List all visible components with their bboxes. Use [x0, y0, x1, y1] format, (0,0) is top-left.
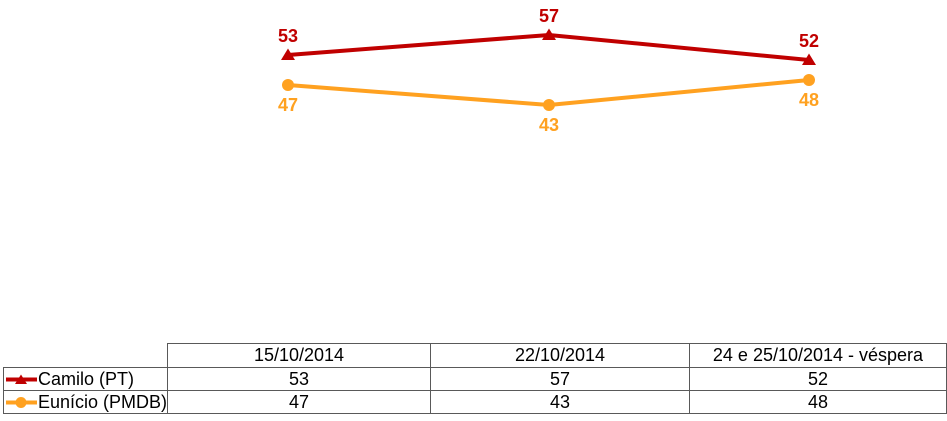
data-label: 52	[799, 31, 819, 51]
table-cell-eunicio-3: 48	[688, 390, 947, 414]
data-label: 57	[539, 6, 559, 26]
triangle-marker-icon	[802, 53, 816, 65]
circle-marker-icon	[803, 74, 815, 86]
triangle-marker-icon	[281, 48, 295, 60]
circle-marker-icon	[282, 79, 294, 91]
table-header-date-2: 22/10/2014	[430, 343, 690, 368]
table-header-row: 15/10/2014 22/10/2014 24 e 25/10/2014 - …	[4, 343, 947, 368]
legend-item-eunicio: Eunício (PMDB)	[2, 390, 169, 414]
circle-marker-icon	[543, 99, 555, 111]
table-header-date-3: 24 e 25/10/2014 - véspera	[688, 343, 947, 368]
table-cell-eunicio-2: 43	[430, 390, 690, 414]
legend-item-camilo: Camilo (PT)	[2, 367, 169, 391]
table-cell-camilo-1: 53	[167, 367, 432, 391]
table-row-eunicio: Eunício (PMDB) 47 43 48	[2, 390, 947, 414]
series-name-eunicio: Eunício (PMDB)	[38, 391, 168, 412]
table-cell-camilo-3: 52	[688, 367, 947, 391]
table-cell-camilo-2: 57	[430, 367, 690, 391]
series-name-camilo: Camilo (PT)	[38, 368, 135, 389]
table-header-date-1: 15/10/2014	[167, 343, 432, 368]
table-cell-eunicio-1: 47	[167, 390, 432, 414]
data-label: 43	[539, 115, 559, 135]
table-corner-cell	[4, 344, 168, 368]
data-label: 48	[799, 90, 819, 110]
data-label: 53	[278, 26, 298, 46]
table-row-camilo: Camilo (PT) 53 57 52	[2, 367, 947, 391]
data-label: 47	[278, 95, 298, 115]
line-chart: 53 57 52 47 43 48	[278, 6, 819, 135]
triangle-marker-icon	[542, 28, 556, 40]
triangle-series-marker-icon	[6, 372, 37, 387]
circle-series-marker-icon	[6, 395, 37, 410]
data-table: 15/10/2014 22/10/2014 24 e 25/10/2014 - …	[2, 343, 947, 414]
